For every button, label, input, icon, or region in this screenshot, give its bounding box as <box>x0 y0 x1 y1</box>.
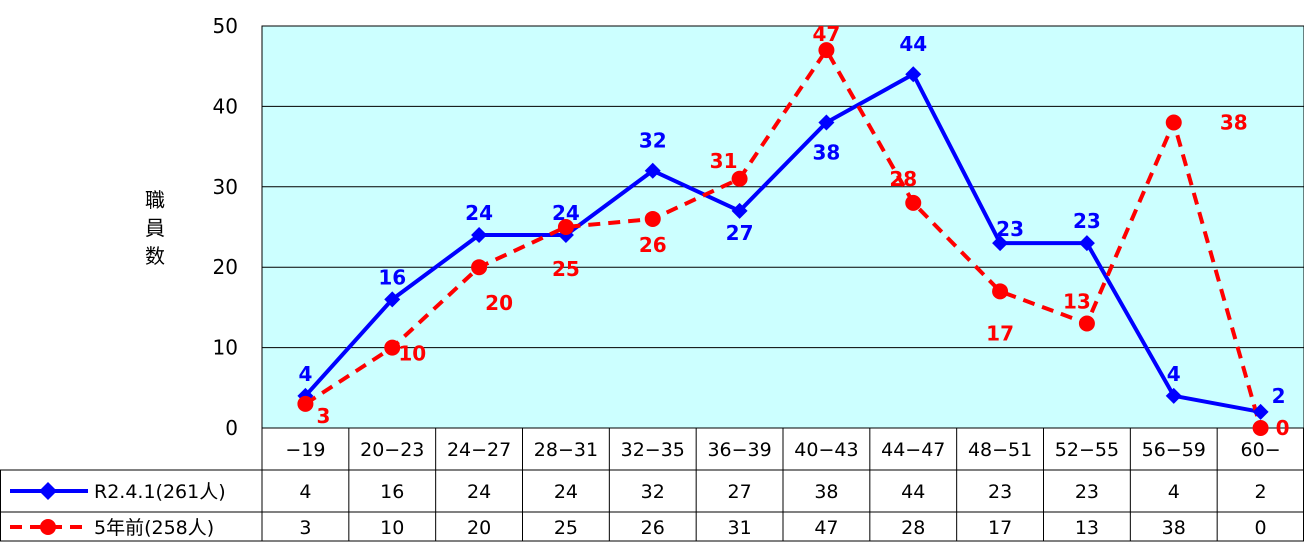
data-label: 38 <box>1220 110 1248 134</box>
data-point <box>644 162 661 179</box>
data-label: 4 <box>298 362 312 386</box>
x-tick-label: 28−31 <box>534 439 598 461</box>
data-point <box>1165 114 1182 131</box>
data-point <box>1165 387 1182 404</box>
x-tick-label: 36−39 <box>707 439 771 461</box>
series-line <box>303 72 1261 414</box>
x-tick-label: 60− <box>1241 439 1281 461</box>
data-label: 27 <box>726 221 754 245</box>
table-cell: 17 <box>988 517 1012 539</box>
table-cell: 28 <box>901 517 925 539</box>
table-cell: 2 <box>1255 481 1267 503</box>
legend-label: R2.4.1(261人) <box>94 481 226 503</box>
legend-marker <box>40 519 56 535</box>
table-cell: 25 <box>554 517 578 539</box>
data-label: 24 <box>465 201 493 225</box>
data-label: 32 <box>639 129 667 153</box>
data-table: −19 20−23 24−27 28−31 32−35 36−39 40−43 44−47 48… <box>0 427 1304 542</box>
x-tick-label: −19 <box>285 439 325 461</box>
data-label: 20 <box>485 291 513 315</box>
data-point <box>644 210 661 227</box>
data-point <box>471 227 488 244</box>
table-cell: 24 <box>467 481 491 503</box>
data-point <box>905 66 922 83</box>
y-axis: 0 10 20 30 40 50 <box>213 14 238 440</box>
data-point <box>384 339 401 356</box>
x-tick-label: 52−55 <box>1055 439 1119 461</box>
series-line <box>304 48 1263 429</box>
data-label: 44 <box>899 32 927 56</box>
data-point <box>1078 315 1095 332</box>
x-tick-label: 44−47 <box>881 439 945 461</box>
data-point <box>297 395 314 412</box>
y-tick-label: 0 <box>225 416 238 440</box>
y-axis-title: 職員数 <box>145 188 165 268</box>
data-label: 26 <box>639 233 667 257</box>
data-label: 16 <box>378 265 406 289</box>
data-point <box>818 114 835 131</box>
plot-area <box>261 25 1304 429</box>
table-cell: 27 <box>727 481 751 503</box>
data-label: 0 <box>1276 416 1290 440</box>
table-cell: 44 <box>901 481 925 503</box>
legend-marker <box>39 482 57 500</box>
table-cell: 24 <box>554 481 578 503</box>
y-tick-label: 20 <box>213 255 238 279</box>
table-cell: 4 <box>299 481 311 503</box>
x-tick-label: 40−43 <box>794 439 858 461</box>
x-tick-label: 32−35 <box>621 439 685 461</box>
legend-label: 5年前(258人) <box>94 517 214 539</box>
data-point <box>992 235 1009 252</box>
data-label: 23 <box>1073 209 1101 233</box>
data-label: 31 <box>710 149 738 173</box>
data-label: 10 <box>398 342 426 366</box>
table-cell: 10 <box>380 517 404 539</box>
data-label: 13 <box>1063 289 1091 313</box>
x-tick-label: 20−23 <box>360 439 424 461</box>
data-point <box>471 259 488 276</box>
y-tick-label: 30 <box>213 175 238 199</box>
table-cell: 47 <box>814 517 838 539</box>
data-label: 47 <box>812 22 840 46</box>
x-tick-label: 24−27 <box>447 439 511 461</box>
data-point <box>1252 420 1269 436</box>
table-cell: 38 <box>1162 517 1186 539</box>
data-label: 17 <box>986 321 1014 345</box>
data-point <box>905 194 922 211</box>
table-cell: 0 <box>1255 517 1267 539</box>
y-tick-label: 40 <box>213 94 238 118</box>
table-cell: 16 <box>380 481 404 503</box>
table-cell: 13 <box>1075 517 1099 539</box>
data-point <box>1252 403 1269 420</box>
table-cell: 26 <box>641 517 665 539</box>
data-label: 2 <box>1272 384 1286 408</box>
data-label: 3 <box>316 404 330 428</box>
y-tick-label: 50 <box>213 14 238 38</box>
data-label: 4 <box>1167 362 1181 386</box>
data-label: 25 <box>552 257 580 281</box>
table-cell: 23 <box>1075 481 1099 503</box>
y-tick-label: 10 <box>213 336 238 360</box>
table-cell: 23 <box>988 481 1012 503</box>
table-cell: 4 <box>1168 481 1180 503</box>
data-label: 28 <box>889 167 917 191</box>
data-point <box>557 219 574 235</box>
data-point <box>384 291 401 308</box>
data-label: 38 <box>812 140 840 164</box>
table-cell: 38 <box>814 481 838 503</box>
data-point <box>1078 235 1095 252</box>
data-label: 23 <box>996 217 1024 241</box>
data-point <box>992 283 1009 300</box>
x-tick-label: 48−51 <box>968 439 1032 461</box>
data-point <box>731 202 748 219</box>
table-cell: 31 <box>727 517 751 539</box>
x-tick-label: 56−59 <box>1142 439 1206 461</box>
table-cell: 3 <box>299 517 311 539</box>
table-cell: 20 <box>467 517 491 539</box>
data-point <box>731 170 748 187</box>
table-cell: 32 <box>641 481 665 503</box>
data-point <box>818 42 835 59</box>
